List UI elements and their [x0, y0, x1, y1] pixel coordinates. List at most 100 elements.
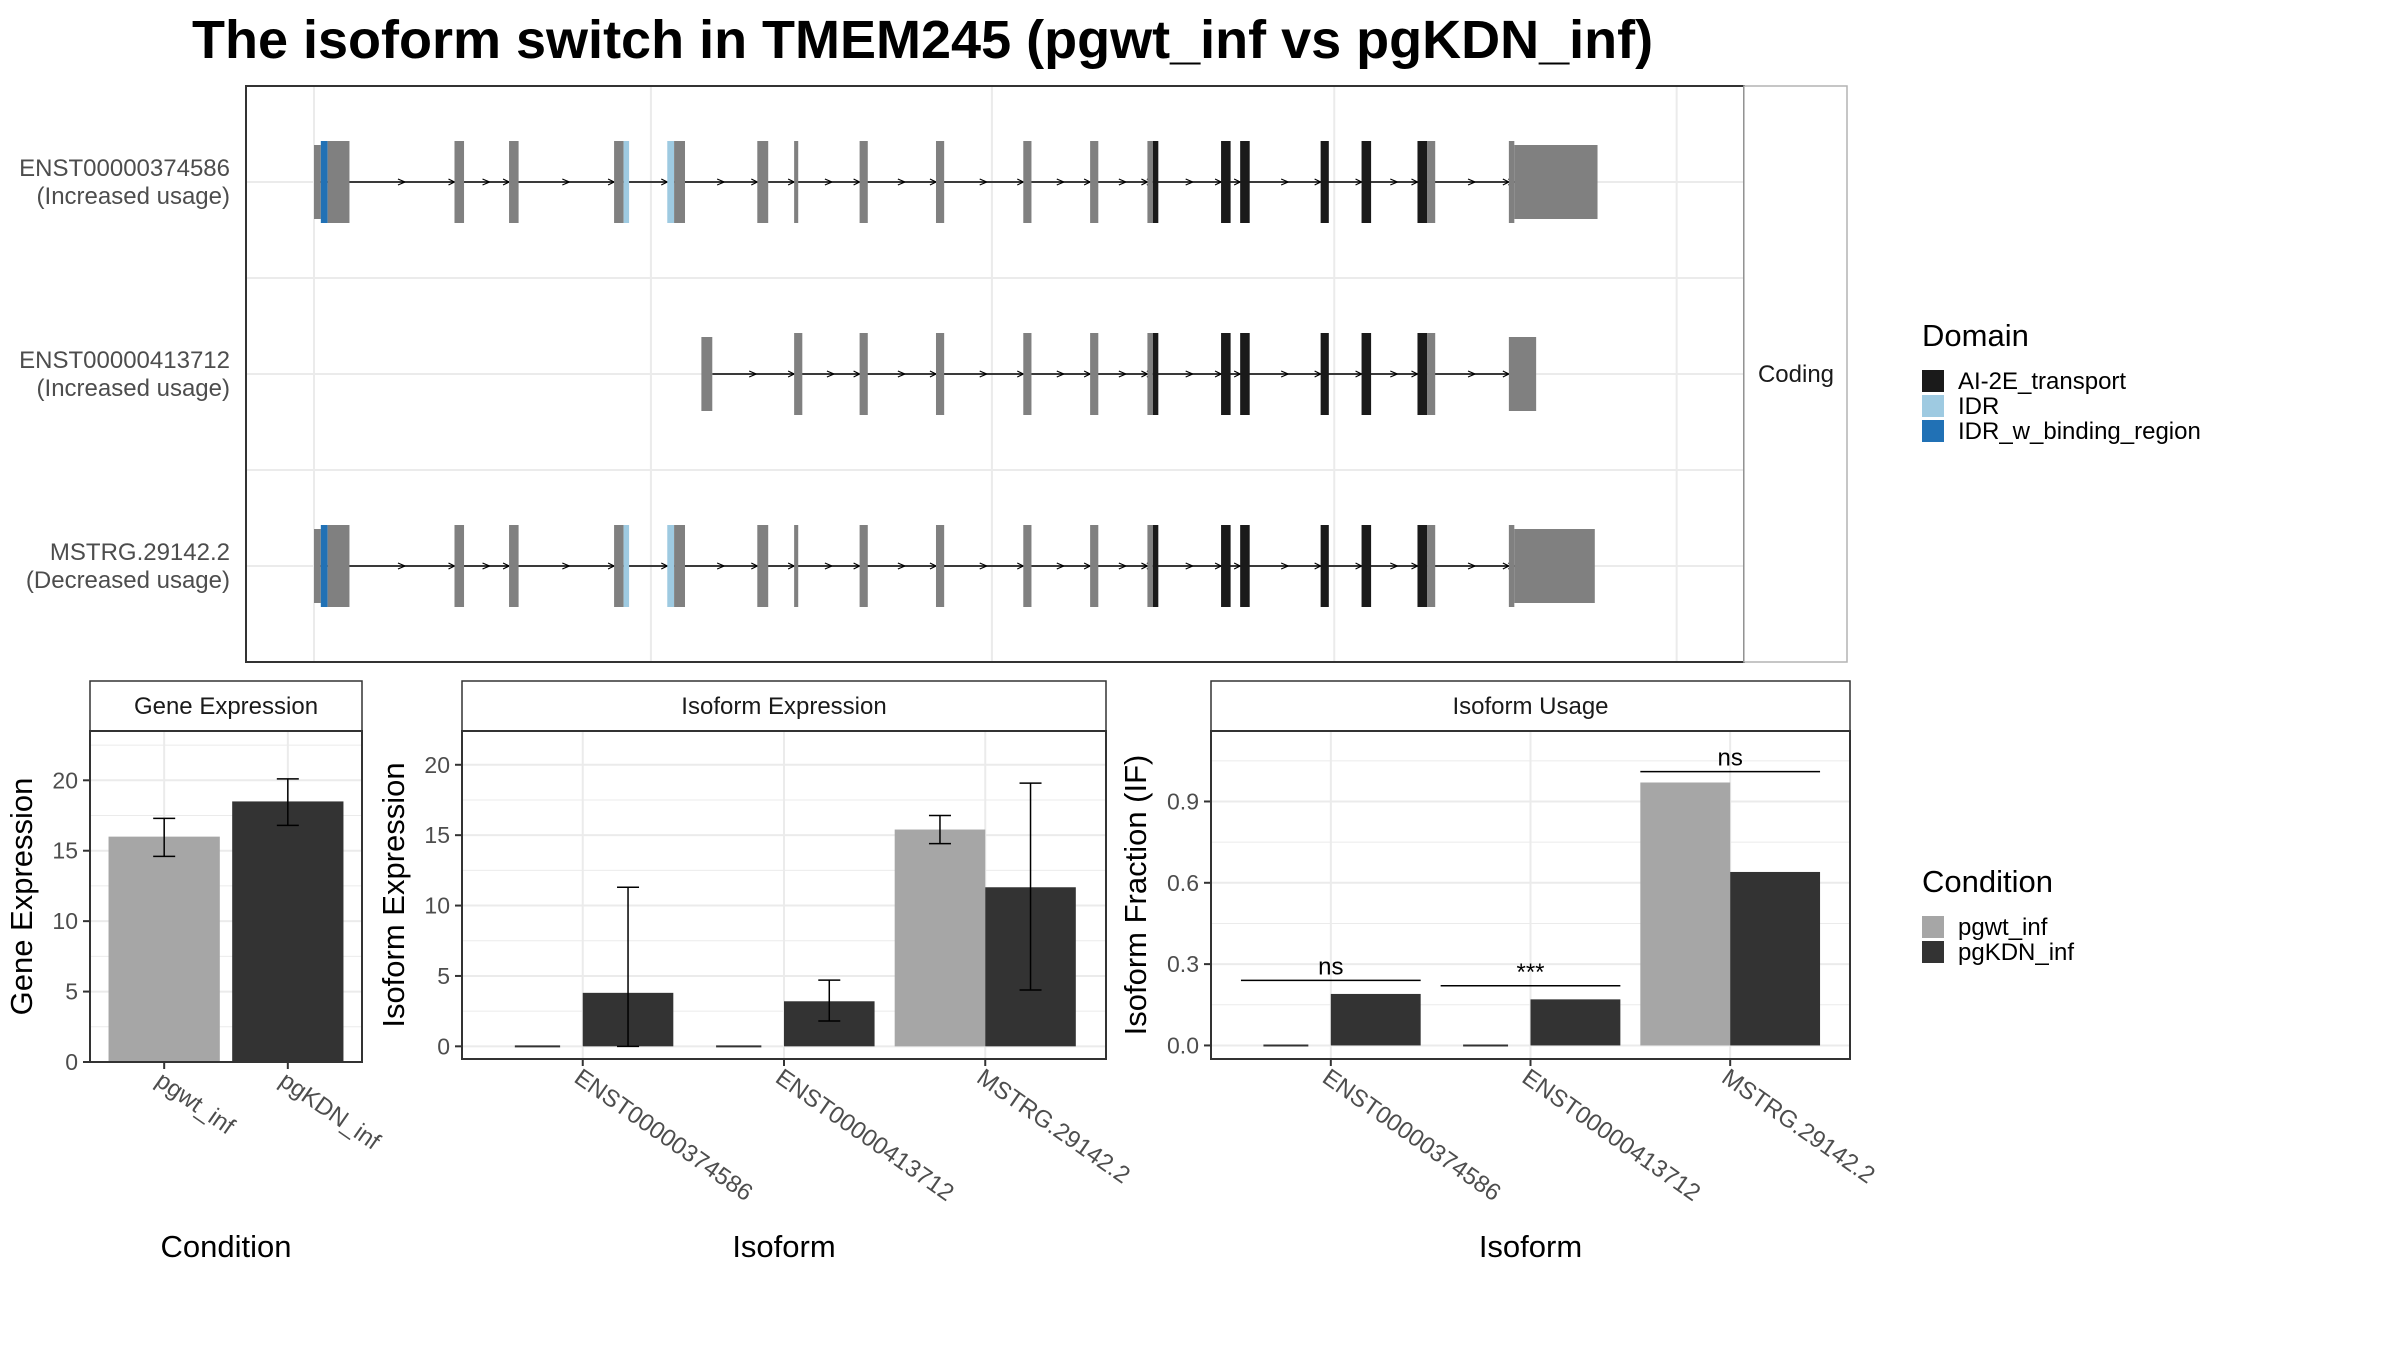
x-tick-label: pgKDN_inf: [274, 1067, 385, 1156]
ai2e-domain-exon: [1240, 141, 1250, 223]
isoform-usage-label: (Increased usage): [37, 183, 230, 210]
intron-arrow: [562, 178, 571, 186]
exon-block: [327, 525, 350, 607]
domain-legend: Domain AI-2E_transportIDRIDR_w_binding_re…: [1922, 318, 2201, 445]
significance-label: ns: [1318, 953, 1343, 980]
panel-strip-label: Isoform Expression: [681, 693, 886, 720]
exon-block: [1023, 141, 1032, 223]
isoform-usage-panel: Isoform Usage ns *** ns 0.0 0.3 0.6 0.9 ENST0000…: [1118, 680, 1880, 1264]
intron-arrow: [1185, 370, 1195, 378]
panel-strip-label: Gene Expression: [134, 693, 318, 720]
idr-domain-exon: [623, 141, 630, 223]
intron-arrow: [824, 562, 834, 570]
ai2e-domain-exon: [1221, 141, 1231, 223]
exon-block: [674, 141, 686, 223]
isoform-usage-label: (Decreased usage): [26, 567, 230, 594]
y-tick-label: 5: [437, 963, 450, 989]
y-tick-label: 0: [437, 1033, 450, 1059]
intron-arrow: [1390, 370, 1399, 378]
exon-block: [1508, 141, 1515, 223]
intron-arrow: [482, 178, 492, 186]
ai2e-domain-exon: [1221, 333, 1231, 415]
ai2e-domain-exon: [1152, 333, 1159, 415]
intron-arrow: [1118, 178, 1128, 186]
y-tick-label: 0.6: [1167, 870, 1199, 896]
exon-block: [935, 141, 945, 223]
exon-block: [1147, 333, 1153, 415]
exon-block: [509, 525, 519, 607]
ai2e-domain-exon: [1152, 141, 1159, 223]
intron-arrow: [1280, 370, 1290, 378]
exon-block: [314, 145, 321, 219]
plot-border: [89, 730, 363, 1063]
intron-arrow: [1141, 178, 1149, 186]
intron-arrow: [1467, 370, 1477, 378]
legend-title: Domain: [1922, 318, 2029, 353]
exon-block: [701, 337, 713, 411]
intron-arrow: [1280, 178, 1290, 186]
legend-label: pgwt_inf: [1958, 914, 2048, 941]
significance-label: ***: [1516, 959, 1544, 986]
idr-domain-exon: [320, 141, 328, 223]
y-tick-label: 0.0: [1167, 1032, 1199, 1058]
ai2e-domain-exon: [1320, 525, 1329, 607]
legend-key: [1922, 941, 1944, 963]
panel-strip-label: Isoform Usage: [1452, 693, 1608, 720]
isoform-track: [314, 525, 1595, 607]
isoform-usage-label: (Increased usage): [37, 375, 230, 402]
legend-label: AI-2E_transport: [1958, 368, 2126, 395]
intron-arrow: [897, 370, 907, 378]
ai2e-domain-exon: [1320, 141, 1329, 223]
idr-domain-exon: [667, 141, 675, 223]
exon-block: [1147, 141, 1153, 223]
legend-key: [1922, 916, 1944, 938]
y-axis-label: Isoform Fraction (IF): [1118, 755, 1153, 1036]
exon-block: [859, 333, 868, 415]
exon-block: [794, 333, 803, 415]
intron-arrow: [1355, 370, 1363, 378]
x-tick-label: ENST00000413712: [771, 1064, 959, 1207]
intron-arrow: [716, 178, 726, 186]
intron-arrow: [1056, 370, 1066, 378]
exon-block: [794, 141, 799, 223]
exon-block: [454, 141, 465, 223]
x-axis-label: Condition: [161, 1229, 292, 1264]
intron-arrow: [897, 178, 907, 186]
intron-arrow: [1185, 178, 1195, 186]
exon-block: [859, 525, 868, 607]
exon-block: [1427, 141, 1436, 223]
bar-pgwt_inf: [108, 836, 220, 1062]
exon-block: [935, 333, 945, 415]
bar-pgKDN_inf: [232, 801, 344, 1062]
isoform-expression-panel: Isoform Expression 0 5 10 15 20 ENST0000037458…: [376, 680, 1135, 1264]
y-axis-label: Gene Expression: [4, 778, 39, 1016]
isoform-label: ENST00000413712: [19, 347, 230, 374]
ai2e-domain-exon: [1240, 525, 1250, 607]
exon-block: [859, 141, 868, 223]
legend-title: Condition: [1922, 864, 2053, 899]
exon-block: [1514, 529, 1595, 603]
intron-arrow: [826, 370, 836, 378]
idr-domain-exon: [667, 525, 675, 607]
panel-strip: [1210, 680, 1851, 732]
ai2e-domain-exon: [1221, 525, 1231, 607]
bar-pgwt_inf: [894, 829, 986, 1047]
ai2e-domain-exon: [1361, 333, 1372, 415]
y-tick-label: 20: [424, 752, 450, 778]
intron-arrow: [897, 562, 907, 570]
isoform-track: [314, 141, 1598, 223]
exon-block: [757, 525, 769, 607]
legend-key: [1922, 395, 1944, 417]
intron-arrow: [1502, 370, 1511, 378]
intron-arrow: [716, 562, 726, 570]
bar-pgKDN_inf: [1530, 999, 1621, 1046]
isoform-label: MSTRG.29142.2: [50, 539, 230, 566]
intron-arrow: [562, 562, 571, 570]
x-tick-label: MSTRG.29142.2: [972, 1064, 1135, 1189]
intron-arrow: [1056, 178, 1066, 186]
x-tick-label: pgwt_inf: [151, 1067, 240, 1141]
y-tick-label: 0.3: [1167, 951, 1199, 977]
x-tick-label: ENST00000413712: [1517, 1064, 1705, 1207]
exon-block: [1427, 525, 1436, 607]
